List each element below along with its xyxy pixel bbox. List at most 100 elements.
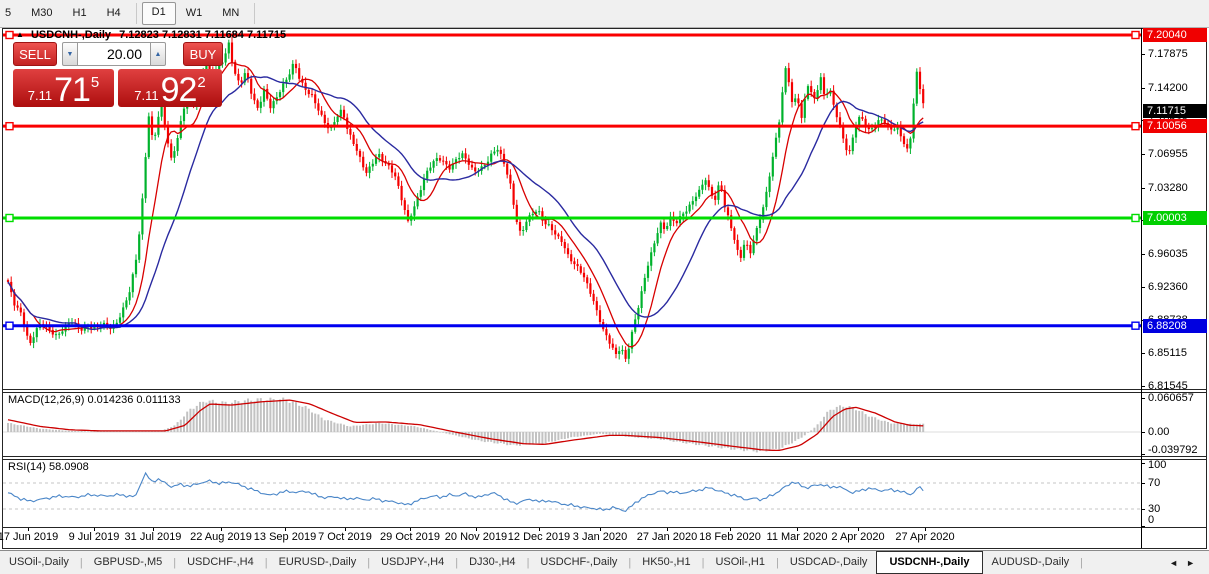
pane-divider-2 <box>2 456 1207 457</box>
date-tick <box>539 528 540 531</box>
sell-price-sup: 5 <box>90 74 100 91</box>
price-tick-label: 7.06955 <box>1148 147 1188 160</box>
date-tick <box>667 528 668 531</box>
tab-separator: | <box>173 556 177 569</box>
volume-decrease-icon[interactable]: ▼ <box>62 42 78 66</box>
price-level-badge: 6.88208 <box>1143 318 1207 333</box>
sell-price-box[interactable]: 7.11 71 5 <box>13 69 114 107</box>
price-tick-label: 6.96035 <box>1148 247 1188 260</box>
date-tick <box>476 528 477 531</box>
sell-button[interactable]: SELL <box>13 42 57 66</box>
macd-axis-label: 0.060657 <box>1148 392 1194 405</box>
price-tick-label: 7.03280 <box>1148 181 1188 194</box>
pane-divider-3 <box>2 527 1207 528</box>
buy-button[interactable]: BUY <box>183 42 223 66</box>
price-level-badge: 7.10056 <box>1143 119 1207 134</box>
current-price-badge: 7.11715 <box>1143 104 1207 119</box>
tab-separator: | <box>455 556 459 569</box>
date-label: 11 Mar 2020 <box>766 531 828 543</box>
price-tick-label: 6.92360 <box>1148 281 1188 294</box>
tab-scroll-right-icon[interactable]: ► <box>1186 557 1195 568</box>
tab-gbpusd-m5[interactable]: GBPUSD-,M5 <box>93 556 163 568</box>
rsi-axis-label: 30 <box>1148 503 1161 515</box>
chart-title: ▲ USDCNH-,Daily 7.12823 7.12831 7.11684 … <box>16 29 286 41</box>
tab-audusd-daily[interactable]: AUDUSD-,Daily <box>991 556 1070 568</box>
tab-usoil-h1[interactable]: USOil-,H1 <box>715 556 765 568</box>
date-label: 17 Jun 2019 <box>0 531 59 543</box>
date-tick <box>28 528 29 531</box>
date-label: 7 Oct 2019 <box>318 531 372 543</box>
price-level-badge: 7.00003 <box>1143 210 1207 225</box>
timeframe-toolbar: 5 M30 H1 H4 D1 W1 MN <box>0 0 1209 28</box>
chart-title-ohlc: 7.12823 7.12831 7.11684 7.11715 <box>119 29 287 41</box>
tab-dj30-h4[interactable]: DJ30-,H4 <box>469 556 516 568</box>
chart-frame-right <box>1206 28 1207 549</box>
timeframe-button-mn[interactable]: MN <box>222 7 240 19</box>
price-tick-label: 6.81545 <box>1148 380 1188 393</box>
volume-input[interactable] <box>78 42 150 66</box>
buy-price-sup: 2 <box>197 74 206 91</box>
tab-separator: | <box>79 556 83 569</box>
tab-usdjpy-h4[interactable]: USDJPY-,H4 <box>381 556 445 568</box>
timeframe-button-5[interactable]: 5 <box>5 7 12 19</box>
macd-pane[interactable] <box>0 393 1141 456</box>
chart-tab-bar: USOil-,Daily | GBPUSD-,M5 | USDCHF-,H4 | EURUS… <box>0 550 1209 574</box>
chart-frame-top <box>2 28 1207 29</box>
main-price-pane[interactable] <box>0 28 1141 389</box>
chart-title-symbol: USDCNH-,Daily <box>30 29 112 41</box>
tab-usdcad-daily[interactable]: USDCAD-,Daily <box>789 556 868 568</box>
buy-price-box[interactable]: 7.11 92 2 <box>118 69 222 107</box>
tab-separator: | <box>775 556 779 569</box>
date-label: 22 Aug 2019 <box>190 531 252 543</box>
tab-scroll-left-icon[interactable]: ◄ <box>1169 557 1179 568</box>
tab-usoil-daily[interactable]: USOil-,Daily <box>9 556 69 568</box>
timeframe-button-h1[interactable]: H1 <box>72 7 87 19</box>
price-tick-label: 7.17875 <box>1148 48 1188 61</box>
tab-separator: | <box>701 556 705 569</box>
one-click-trading-panel: SELL ▼ ▲ BUY 7.11 71 5 7.11 92 2 <box>13 42 225 107</box>
macd-tick <box>1141 431 1145 433</box>
tab-hk50-h1[interactable]: HK50-,H1 <box>642 556 691 568</box>
timeframe-button-h4[interactable]: H4 <box>106 7 121 19</box>
toolbar-separator <box>135 3 137 24</box>
timeframe-button-w1[interactable]: W1 <box>185 7 203 19</box>
chart-collapse-icon[interactable]: ▲ <box>16 30 24 39</box>
date-label: 29 Oct 2019 <box>380 531 440 543</box>
tab-separator: | <box>1080 556 1083 569</box>
date-tick <box>797 528 798 531</box>
tab-usdchf-daily[interactable]: USDCHF-,Daily <box>540 556 618 568</box>
rsi-tick <box>1141 508 1145 510</box>
price-tick <box>1141 353 1145 355</box>
timeframe-button-d1[interactable]: D1 <box>141 2 176 25</box>
timeframe-button-m30[interactable]: M30 <box>31 7 53 19</box>
date-label: 2 Apr 2020 <box>831 531 885 543</box>
price-tick <box>1141 153 1145 155</box>
toolbar-separator <box>254 3 256 24</box>
macd-axis-label: 0.00 <box>1148 426 1170 438</box>
chart-frame-left <box>2 28 3 549</box>
tab-eurusd-daily[interactable]: EURUSD-,Daily <box>278 556 357 568</box>
price-tick <box>1141 386 1145 388</box>
rsi-label: RSI(14) 58.0908 <box>8 461 89 473</box>
tab-usdchf-h4[interactable]: USDCHF-,H4 <box>187 556 254 568</box>
tab-usdcnh-daily[interactable]: USDCNH-,Daily <box>876 551 983 574</box>
date-tick <box>410 528 411 531</box>
rsi-axis-label: 70 <box>1148 477 1161 489</box>
tab-scroll-arrows: ◄ ► <box>1165 558 1199 568</box>
volume-increase-icon[interactable]: ▲ <box>150 42 166 66</box>
date-tick <box>858 528 859 531</box>
price-tick <box>1141 187 1145 189</box>
price-tick-label: 7.14200 <box>1148 81 1188 94</box>
tab-separator: | <box>526 556 530 569</box>
date-tick <box>600 528 601 531</box>
date-label: 20 Nov 2019 <box>444 531 508 543</box>
date-tick <box>345 528 346 531</box>
rsi-pane[interactable] <box>0 460 1141 527</box>
rsi-tick <box>1141 463 1145 464</box>
date-label: 3 Jan 2020 <box>572 531 628 543</box>
buy-price-big: 92 <box>160 71 198 110</box>
price-tick-label: 6.85115 <box>1148 347 1187 360</box>
date-label: 18 Feb 2020 <box>699 531 761 543</box>
date-tick <box>94 528 95 531</box>
